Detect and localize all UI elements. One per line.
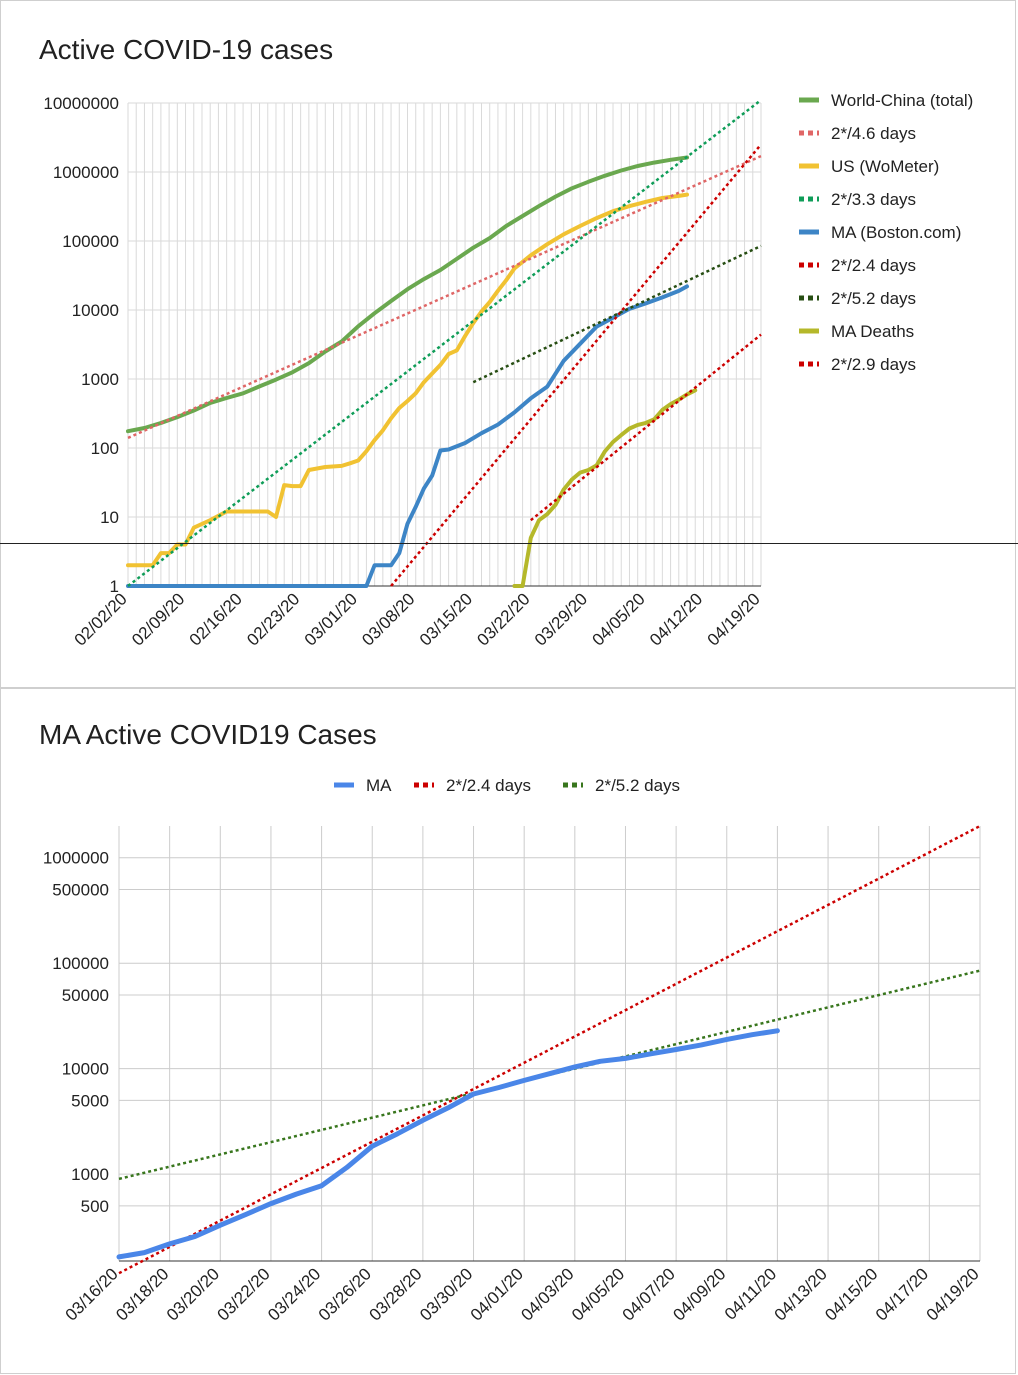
y-tick-label: 10000 [72,301,119,320]
x-tick-label: 04/15/20 [821,1264,881,1324]
x-tick-label: 04/19/20 [704,589,764,649]
legend-label: 2*/4.6 days [831,124,916,143]
x-tick-label: 03/08/20 [358,589,418,649]
x-tick-label: 03/24/20 [264,1264,324,1324]
series-line-ma-deaths [512,388,698,588]
x-tick-label: 02/02/20 [71,589,131,649]
series-line-2-5-2-days [472,244,762,384]
chart-title: MA Active COVID19 Cases [39,719,377,750]
x-tick-label: 04/11/20 [721,1264,780,1323]
x-tick-label: 03/28/20 [365,1264,425,1324]
x-tick-label: 02/23/20 [243,589,303,649]
x-tick-label: 04/17/20 [872,1264,932,1324]
grid [118,826,981,1261]
x-tick-label: 03/22/20 [214,1264,274,1324]
x-tick-label: 04/01/20 [467,1264,527,1324]
legend-label: 2*/2.9 days [831,355,916,374]
series-line-2-5-2-days [118,969,981,1181]
x-tick-label: 04/05/20 [568,1264,628,1324]
series-line-ma [116,1028,780,1260]
series-line-world-china-total [126,155,689,434]
legend-label: US (WoMeter) [831,157,939,176]
legend-label: 2*/2.4 days [831,256,916,275]
chart-panel-world: Active COVID-19 cases 1 10 100 1000 10000 100… [0,0,1016,688]
y-tick-label: 10000000 [43,94,119,113]
y-tick-label: 10 [100,508,119,527]
chart-title: Active COVID-19 cases [39,34,334,65]
x-tick-label: 03/29/20 [531,589,591,649]
legend: World-China (total) 2*/4.6 days US (WoMete… [799,91,973,374]
series-line-2-4-6-days [127,154,762,440]
x-tick-label: 04/19/20 [923,1264,983,1324]
x-tick-label: 02/16/20 [186,589,246,649]
x-tick-label: 03/16/20 [62,1264,122,1324]
chart-canvas-ma: 500 1000 5000 10000 50000 100000 500000 1000000… [43,776,983,1325]
x-tick-label: 04/09/20 [669,1264,729,1324]
y-tick-label: 1000 [81,370,119,389]
series-line-2-3-3-days [127,99,762,587]
x-tick-label: 03/15/20 [416,589,476,649]
legend-label: MA Deaths [831,322,914,341]
legend-label: 2*/3.3 days [831,190,916,209]
x-tick-label: 04/05/20 [589,589,649,649]
y-tick-label: 500000 [52,880,109,899]
legend-label: MA (Boston.com) [831,223,961,242]
series-line-2-2-4-days [390,143,762,587]
y-tick-label: 5000 [71,1091,109,1110]
legend-label: 2*/5.2 days [831,289,916,308]
x-tick-label: 04/12/20 [646,589,706,649]
y-tick-label: 100000 [52,954,109,973]
y-tick-label: 1000000 [53,163,119,182]
x-tick-label: 03/01/20 [301,589,361,649]
y-tick-label: 1000 [71,1165,109,1184]
series-line-2-2-9-days [530,333,762,522]
y-tick-label: 10000 [62,1060,109,1079]
y-tick-label: 100 [91,439,119,458]
legend-label: 2*/2.4 days [446,776,531,795]
x-tick-label: 03/22/20 [473,589,533,649]
y-tick-label: 50000 [62,986,109,1005]
x-tick-label: 03/30/20 [416,1264,476,1324]
legend-label: MA [366,776,392,795]
series-line-us-wometer [126,192,689,568]
legend-label: World-China (total) [831,91,973,110]
x-tick-label: 03/20/20 [163,1264,223,1324]
legend-label: 2*/5.2 days [595,776,680,795]
y-tick-label: 1000000 [43,849,109,868]
x-tick-label: 04/13/20 [771,1264,831,1324]
chart-canvas-world: 1 10 100 1000 10000 100000 1000000 10000000 02/0… [43,91,973,650]
y-tick-label: 500 [81,1197,109,1216]
y-tick-label: 1 [110,577,119,596]
chart-panel-ma: MA Active COVID19 Cases 500 1000 5000 10000… [0,688,1016,1374]
y-tick-label: 100000 [62,232,119,251]
x-tick-label: 04/07/20 [619,1264,679,1324]
divider-line [0,543,1018,544]
x-tick-label: 03/18/20 [112,1264,172,1324]
x-tick-label: 04/03/20 [517,1264,577,1324]
x-tick-label: 02/09/20 [128,589,188,649]
legend: MA 2*/2.4 days 2*/5.2 days [334,776,680,795]
x-tick-label: 03/26/20 [315,1264,375,1324]
